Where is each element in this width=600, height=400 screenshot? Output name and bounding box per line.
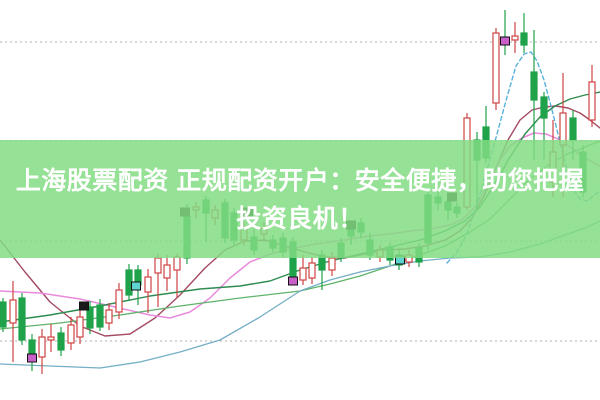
candle-body-down <box>57 332 65 351</box>
candle-body-down <box>530 71 538 101</box>
candle <box>299 255 307 285</box>
promo-banner-line2: 投资良机！ <box>236 205 364 233</box>
candle <box>144 269 152 313</box>
candle <box>86 301 94 334</box>
candle <box>308 257 316 284</box>
candle-body-up <box>588 81 596 121</box>
promo-banner: 上海股票配资 正规配资开户：安全便捷，助您把握 投资良机！ <box>0 140 600 258</box>
promo-banner-line1: 上海股票配资 正规配资开户：安全便捷，助您把握 <box>15 167 585 195</box>
candle-body-up <box>511 35 519 41</box>
candle <box>115 283 123 319</box>
candle-body-down <box>0 301 7 328</box>
candle-body-up <box>115 289 123 313</box>
purple-flag-marker-icon <box>27 353 37 363</box>
candle <box>530 30 538 160</box>
purple-flag-marker-icon <box>288 276 298 286</box>
candle-body-down <box>520 32 528 46</box>
black-flag-marker-icon <box>79 301 89 311</box>
candle <box>588 65 596 127</box>
candle <box>9 281 17 362</box>
candle-body-up <box>144 276 152 293</box>
candle <box>492 28 500 110</box>
candle <box>173 254 181 297</box>
candle-body-down <box>96 304 104 328</box>
candle-body-down <box>569 117 577 141</box>
candle-body-up <box>173 256 181 271</box>
candle <box>105 303 113 330</box>
candle <box>76 309 84 344</box>
candle-body-down <box>540 96 548 119</box>
candle <box>38 329 46 374</box>
candle-body-up <box>163 264 171 279</box>
candle-body-up <box>67 324 75 344</box>
cyan-flag-marker-icon <box>131 281 141 291</box>
candle-body-up <box>38 336 46 358</box>
candle <box>501 10 509 55</box>
candle-body-up <box>9 299 17 324</box>
candle <box>520 13 528 53</box>
candle <box>0 298 7 332</box>
candle-body-up <box>47 336 55 341</box>
candle <box>96 299 104 331</box>
candle-body-up <box>154 257 162 274</box>
candle-body-up <box>105 309 113 324</box>
candle <box>511 22 519 53</box>
candle <box>57 327 65 356</box>
candle-body-up <box>308 262 316 279</box>
candle-body-down <box>86 306 94 329</box>
purple-flag-marker-icon <box>500 36 510 46</box>
candle-body-up <box>299 267 307 281</box>
candle <box>67 317 75 350</box>
candle <box>163 255 171 291</box>
candle <box>47 324 55 352</box>
candle <box>154 254 162 307</box>
candle-body-down <box>18 297 26 341</box>
candle-body-up <box>492 32 500 104</box>
candle-body-up <box>328 257 336 271</box>
candle-body-up <box>76 316 84 338</box>
candle <box>18 293 26 345</box>
